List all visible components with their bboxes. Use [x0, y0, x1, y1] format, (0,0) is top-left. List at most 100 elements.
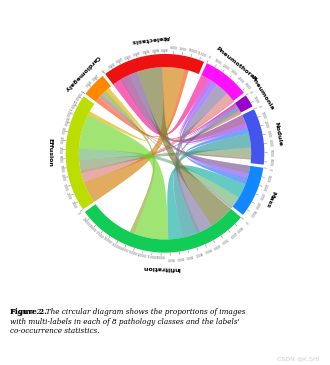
Text: 4000: 4000 [267, 139, 272, 147]
Polygon shape [81, 93, 233, 182]
Text: 1000: 1000 [252, 96, 259, 104]
Text: Infiltration: Infiltration [142, 265, 180, 271]
Polygon shape [120, 79, 236, 138]
Text: Cardiomegaly: Cardiomegaly [64, 54, 101, 93]
Polygon shape [79, 115, 168, 239]
Polygon shape [120, 79, 236, 138]
Polygon shape [179, 79, 237, 139]
Polygon shape [180, 80, 247, 143]
Polygon shape [184, 106, 248, 179]
Text: 0: 0 [76, 211, 80, 215]
Polygon shape [79, 115, 168, 239]
Text: Figure 2.: Figure 2. [10, 308, 47, 316]
Polygon shape [101, 94, 232, 208]
Text: 12000: 12000 [68, 99, 76, 109]
Polygon shape [181, 82, 249, 178]
Text: Nodule: Nodule [274, 121, 283, 146]
Polygon shape [100, 97, 242, 142]
Polygon shape [96, 69, 189, 137]
Polygon shape [184, 105, 248, 145]
Text: 6000: 6000 [150, 46, 159, 51]
Text: 7000: 7000 [160, 46, 168, 50]
Text: 1000: 1000 [105, 60, 114, 68]
Polygon shape [130, 72, 250, 174]
Polygon shape [137, 67, 231, 226]
Polygon shape [88, 88, 148, 141]
Text: 16000: 16000 [102, 237, 112, 246]
Text: 0: 0 [243, 219, 248, 223]
Polygon shape [122, 75, 246, 142]
Text: 4000: 4000 [253, 200, 261, 209]
Polygon shape [137, 67, 231, 226]
Text: 4000: 4000 [212, 242, 220, 249]
Text: 5000: 5000 [58, 164, 63, 173]
Text: Pneumothorax: Pneumothorax [215, 46, 259, 82]
Text: 1000: 1000 [235, 224, 243, 233]
Polygon shape [96, 69, 189, 137]
Text: Effusion: Effusion [48, 138, 53, 167]
Polygon shape [79, 149, 239, 207]
Polygon shape [167, 165, 246, 239]
Text: 0: 0 [257, 105, 262, 108]
Polygon shape [66, 96, 94, 210]
Text: 9000: 9000 [59, 126, 65, 135]
Polygon shape [88, 88, 148, 141]
Text: 6000: 6000 [58, 155, 62, 163]
Text: 8000: 8000 [58, 136, 63, 144]
Text: 12000: 12000 [137, 253, 147, 259]
Polygon shape [101, 94, 232, 208]
Polygon shape [81, 111, 241, 173]
Text: 2000: 2000 [114, 55, 122, 63]
Text: 5000: 5000 [141, 47, 149, 53]
Polygon shape [99, 97, 234, 140]
Text: 8000: 8000 [176, 255, 184, 260]
Polygon shape [105, 54, 204, 84]
Polygon shape [173, 133, 251, 238]
Polygon shape [185, 128, 249, 184]
Text: Atelectasis: Atelectasis [131, 34, 171, 44]
Text: 8000: 8000 [170, 46, 178, 51]
Text: 3000: 3000 [220, 237, 229, 244]
Polygon shape [122, 75, 246, 142]
Polygon shape [184, 106, 248, 179]
Polygon shape [233, 166, 263, 215]
Text: 0: 0 [100, 67, 104, 72]
Polygon shape [130, 72, 250, 174]
Polygon shape [79, 147, 251, 170]
Text: 10000: 10000 [61, 116, 68, 127]
Polygon shape [99, 97, 234, 140]
Text: Pneumonia: Pneumonia [250, 74, 275, 111]
Text: 3000: 3000 [229, 69, 238, 77]
Text: 5000: 5000 [248, 208, 256, 217]
Polygon shape [113, 75, 209, 135]
Polygon shape [84, 67, 184, 202]
Text: 9000: 9000 [166, 256, 175, 261]
Text: 9000: 9000 [179, 47, 187, 52]
Text: 0: 0 [208, 55, 211, 60]
Polygon shape [102, 91, 154, 234]
Text: 5000: 5000 [203, 246, 212, 253]
Polygon shape [177, 107, 240, 233]
Text: 7000: 7000 [58, 146, 62, 154]
Text: 4000: 4000 [131, 49, 140, 55]
Polygon shape [102, 91, 154, 234]
Text: 2000: 2000 [221, 64, 230, 71]
Polygon shape [235, 95, 252, 112]
Text: 2000: 2000 [262, 183, 268, 192]
Text: 11000: 11000 [146, 255, 156, 260]
Text: 3000: 3000 [62, 183, 68, 192]
Polygon shape [177, 107, 240, 233]
Text: 1000: 1000 [82, 78, 91, 87]
Text: 15000: 15000 [110, 242, 120, 250]
Text: 10000: 10000 [187, 49, 198, 55]
Polygon shape [100, 96, 251, 160]
Text: 10000: 10000 [156, 256, 166, 261]
Text: 5000: 5000 [243, 82, 251, 91]
Text: 0: 0 [248, 90, 253, 94]
Polygon shape [242, 109, 264, 165]
Text: 3000: 3000 [258, 192, 265, 201]
Polygon shape [100, 96, 251, 160]
Polygon shape [184, 105, 248, 145]
Polygon shape [113, 75, 209, 135]
Text: Figure 2. The circular diagram shows the proportions of images
with multi-labels: Figure 2. The circular diagram shows the… [10, 308, 246, 335]
